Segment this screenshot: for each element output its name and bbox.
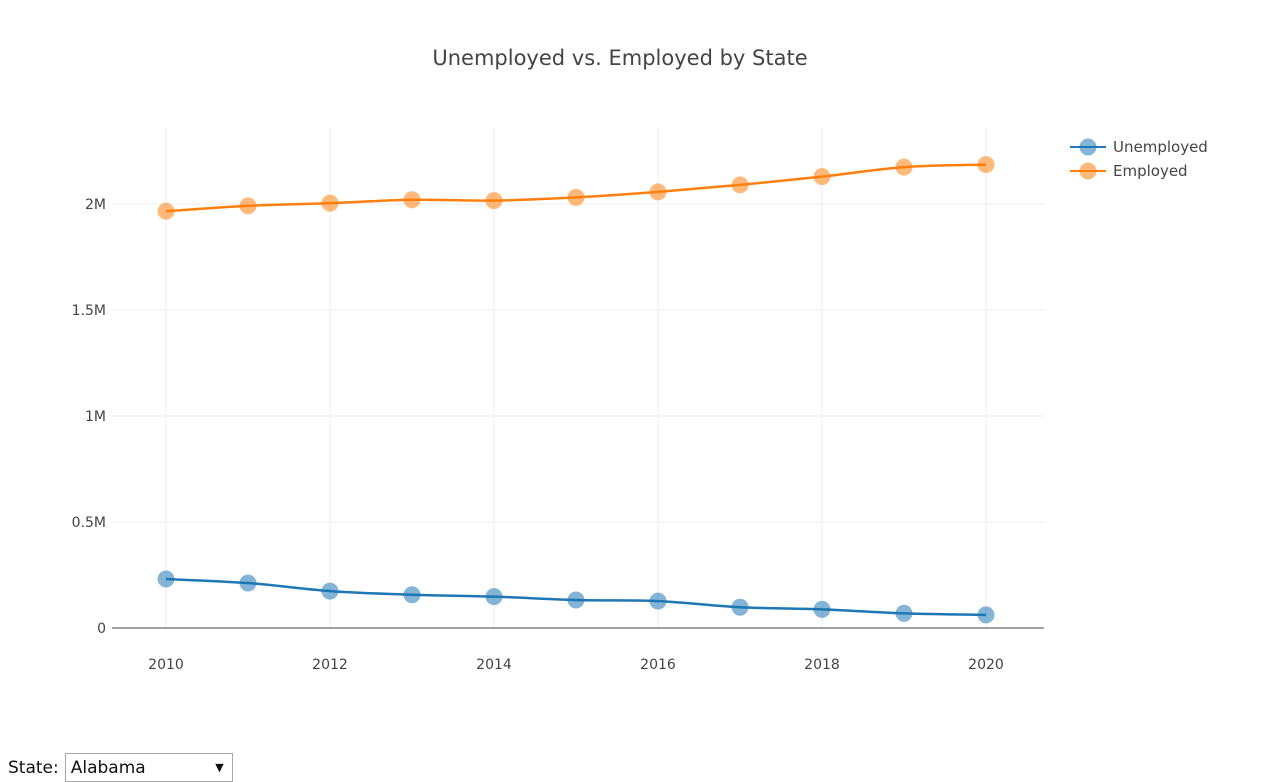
state-label: State:	[8, 757, 59, 778]
unemployed-point-2016[interactable]	[649, 592, 667, 610]
state-dropdown-value: Alabama	[70, 757, 146, 778]
unemployed-point-2010[interactable]	[157, 570, 175, 588]
employed-point-2010[interactable]	[157, 202, 175, 220]
state-dropdown[interactable]: Alabama ▼	[64, 753, 233, 782]
unemployed-point-2012[interactable]	[321, 582, 339, 600]
x-tick-label: 2016	[640, 657, 676, 673]
unemployed-point-2018[interactable]	[813, 600, 831, 618]
series-layer	[157, 156, 995, 624]
employed-point-2016[interactable]	[649, 183, 667, 201]
unemployed-point-2013[interactable]	[403, 586, 421, 604]
y-tick-label: 1.5M	[72, 303, 106, 319]
employed-point-2019[interactable]	[895, 158, 913, 176]
employed-point-2015[interactable]	[567, 188, 585, 206]
chevron-down-icon: ▼	[215, 761, 224, 774]
gridlines	[112, 128, 1044, 628]
y-tick-label: 0.5M	[72, 515, 106, 531]
legend-label-unemployed[interactable]: Unemployed	[1113, 138, 1208, 156]
unemployed-point-2011[interactable]	[239, 574, 257, 592]
x-tick-label: 2012	[312, 657, 348, 673]
x-tick-label: 2010	[148, 657, 184, 673]
axes: 0 0.5M 1M 1.5M 2M 2010 2012 2014 2016 2018 2020	[72, 197, 1044, 673]
employed-point-2012[interactable]	[321, 194, 339, 212]
employed-point-2014[interactable]	[485, 192, 503, 210]
unemployed-point-2015[interactable]	[567, 591, 585, 609]
employed-point-2011[interactable]	[239, 197, 257, 215]
x-tick-label: 2014	[476, 657, 512, 673]
legend-label-employed[interactable]: Employed	[1113, 162, 1188, 180]
y-tick-label: 1M	[85, 409, 106, 425]
employed-point-2013[interactable]	[403, 191, 421, 209]
x-tick-label: 2018	[804, 657, 840, 673]
x-tick-label: 2020	[968, 657, 1004, 673]
employed-point-2018[interactable]	[813, 168, 831, 186]
unemployed-point-2020[interactable]	[977, 606, 995, 624]
chart-title: Unemployed vs. Employed by State	[432, 46, 807, 70]
y-tick-label: 2M	[85, 197, 106, 213]
legend-marker-unemployed[interactable]	[1079, 138, 1097, 156]
employed-point-2020[interactable]	[977, 156, 995, 174]
state-control: State: Alabama ▼	[8, 753, 233, 782]
employed-point-2017[interactable]	[731, 176, 749, 194]
y-tick-label: 0	[97, 621, 106, 637]
legend[interactable]: Unemployed Employed	[1070, 138, 1208, 180]
unemployed-point-2014[interactable]	[485, 588, 503, 606]
legend-marker-employed[interactable]	[1079, 162, 1097, 180]
line-chart: Unemployed vs. Employed by State 0 0.5M 1M…	[72, 46, 1208, 673]
unemployed-point-2019[interactable]	[895, 604, 913, 622]
unemployed-point-2017[interactable]	[731, 598, 749, 616]
